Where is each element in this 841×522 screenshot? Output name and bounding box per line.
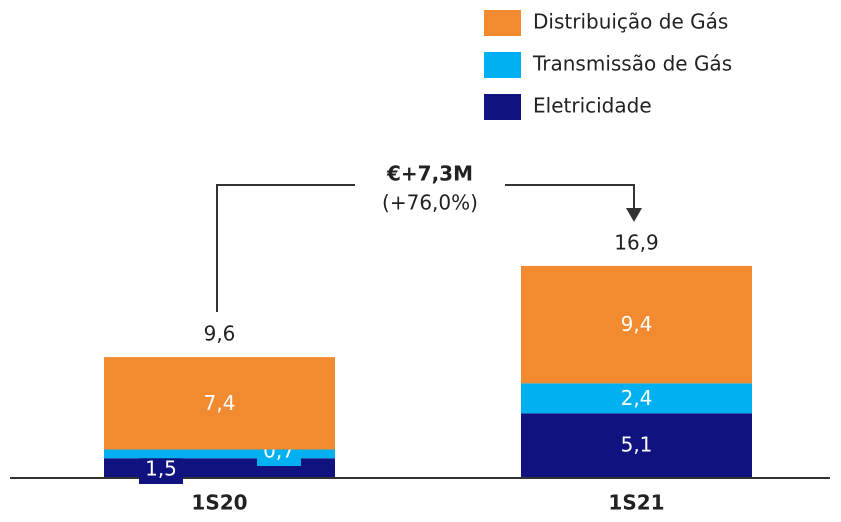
bar-segment (104, 357, 335, 450)
bar-segment (104, 449, 335, 459)
legend-swatch (484, 10, 521, 36)
bar-value-label: 9,4 (621, 312, 653, 336)
bar-value-label: 2,4 (621, 386, 653, 410)
legend-label: Transmissão de Gás (532, 52, 732, 76)
legend-swatch (484, 94, 521, 120)
legend-swatch (484, 52, 521, 78)
bar-value-label: 1,5 (145, 457, 177, 481)
bar-segment (521, 383, 752, 414)
x-tick-label: 1S21 (608, 491, 664, 515)
legend-label: Distribuição de Gás (533, 10, 728, 34)
x-tick-label: 1S20 (191, 491, 247, 515)
arrow-head (626, 208, 642, 222)
total-label: 16,9 (614, 230, 659, 254)
legend-label: Eletricidade (533, 94, 652, 118)
annotation-subtitle: (+76,0%) (382, 191, 478, 215)
bar-value-label: 7,4 (204, 391, 236, 415)
bar-segment (521, 413, 752, 477)
annotation-title: €+7,3M (386, 162, 473, 186)
bar-value-label: 5,1 (621, 433, 653, 457)
bar-segment (521, 265, 752, 384)
connector-left (216, 184, 355, 312)
label-box (139, 455, 183, 484)
total-label: 9,6 (204, 322, 236, 346)
connector-right (505, 184, 635, 210)
